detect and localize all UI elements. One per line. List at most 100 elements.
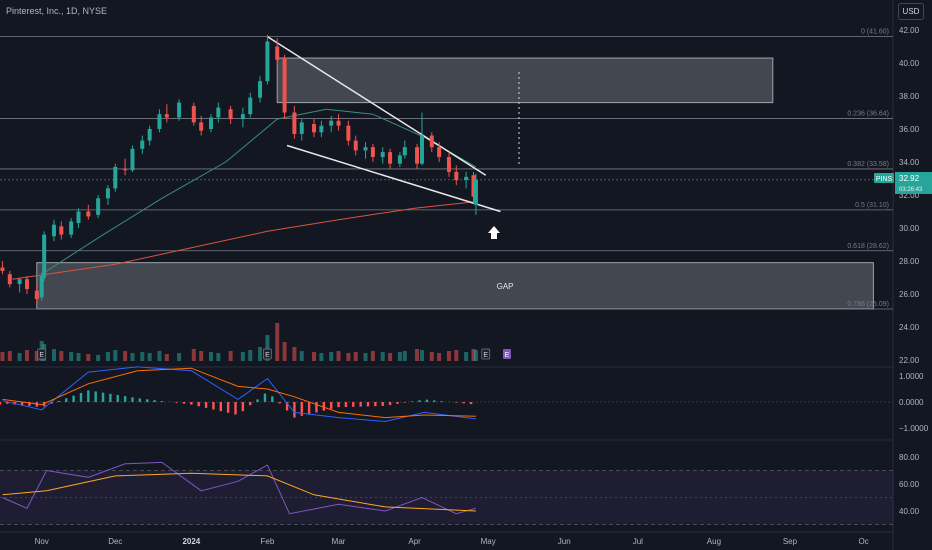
- fib-label-1: 0.236 (36.64): [847, 110, 889, 117]
- macd-histogram-bar: [219, 402, 222, 412]
- fib-label-5: 0.786 (25.09): [847, 301, 889, 308]
- price-axis-tick: 40.00: [899, 59, 920, 68]
- candle-body-13: [105, 188, 110, 199]
- volume-bar-43: [380, 352, 385, 361]
- candle-body-4: [34, 290, 39, 299]
- time-axis-tick: Sep: [783, 537, 798, 546]
- candle-body-20: [164, 114, 169, 118]
- time-axis-tick: Feb: [261, 537, 275, 546]
- time-axis-tick: Jul: [633, 537, 643, 546]
- earnings-marker-icon: [503, 349, 511, 359]
- candle-body-24: [208, 117, 213, 129]
- macd-histogram-bar: [197, 402, 200, 407]
- macd-histogram-bar: [433, 400, 436, 402]
- candle-body-18: [147, 129, 152, 141]
- volume-bar-48: [419, 350, 424, 361]
- fib-label-2: 0.382 (33.58): [847, 161, 889, 168]
- candle-body-12: [96, 198, 101, 215]
- candle-body-27: [240, 114, 245, 120]
- candle-body-7: [51, 224, 56, 237]
- macd-histogram-bar: [72, 395, 75, 402]
- zone-box-1: [36, 262, 874, 310]
- volume-bar-20: [164, 354, 169, 361]
- candle-body-54: [471, 175, 476, 197]
- macd-histogram-bar: [388, 402, 392, 406]
- macd-histogram-bar: [123, 396, 127, 402]
- macd-histogram-bar: [359, 402, 362, 407]
- macd-histogram-bar: [204, 402, 208, 408]
- macd-axis-tick: −1.0000: [899, 424, 929, 433]
- volume-bar-24: [208, 352, 213, 361]
- volume-bar-34: [299, 351, 304, 361]
- countdown-value: 03:26:43: [899, 187, 923, 193]
- candle-body-30: [265, 41, 270, 82]
- macd-axis-tick: 0.0000: [899, 398, 924, 407]
- price-axis-tick: 28.00: [899, 257, 920, 266]
- candle-body-28: [248, 97, 253, 115]
- volume-bar-55: [473, 350, 478, 361]
- macd-line-1: [2, 367, 476, 419]
- candle-body-15: [123, 168, 128, 171]
- symbol-title: Pinterest, Inc., 1D, NYSE: [6, 6, 108, 16]
- macd-histogram-bar: [94, 391, 97, 402]
- volume-bar-23: [199, 351, 204, 361]
- volume-bar-21: [177, 353, 182, 361]
- candle-body-21: [177, 102, 182, 118]
- volume-bar-46: [402, 351, 407, 361]
- macd-histogram-bar: [28, 402, 31, 406]
- volume-bar-39: [346, 353, 351, 361]
- earnings-marker-icon: [481, 348, 491, 360]
- macd-histogram-bar: [315, 402, 318, 413]
- time-axis-tick: Aug: [707, 537, 721, 546]
- volume-bar-54: [471, 349, 476, 361]
- ma-line-200: [12, 201, 476, 280]
- macd-histogram-bar: [175, 402, 178, 403]
- time-axis-tick: Dec: [108, 537, 122, 546]
- price-axis-tick: 22.00: [899, 356, 920, 365]
- candle-body-53: [464, 176, 469, 181]
- macd-histogram-bar: [79, 392, 83, 402]
- candle-body-31: [275, 46, 280, 60]
- fib-label-3: 0.5 (31.10): [855, 202, 889, 209]
- price-axis-tick: 34.00: [899, 158, 920, 167]
- macd-histogram-bar: [226, 402, 230, 413]
- macd-histogram-bar: [418, 400, 421, 402]
- candle-body-55: [473, 179, 478, 205]
- wedge-lower-line: [286, 144, 501, 213]
- volume-bar-51: [446, 351, 451, 361]
- earnings-marker-icon: [263, 348, 272, 360]
- currency-button[interactable]: USD: [898, 3, 924, 20]
- price-axis-tick: 42.00: [899, 26, 920, 35]
- candle-body-37: [329, 120, 334, 126]
- macd-histogram-bar: [190, 402, 193, 405]
- candle-body-34: [299, 122, 304, 134]
- macd-histogram-bar: [42, 402, 46, 407]
- macd-histogram-bar: [381, 402, 384, 406]
- macd-histogram-bar: [212, 402, 215, 410]
- last-price-value: 32.92: [899, 174, 920, 183]
- macd-histogram-bar: [278, 402, 281, 404]
- up-arrow-icon: [488, 226, 500, 239]
- time-axis-tick: Oc: [858, 537, 868, 546]
- volume-bar-4: [34, 351, 39, 361]
- candle-body-9: [69, 221, 74, 235]
- volume-bar-0: [0, 352, 5, 361]
- rsi-line-1: [2, 472, 476, 512]
- macd-histogram-bar: [256, 399, 259, 402]
- time-axis-tick: Nov: [35, 537, 49, 546]
- price-axis-tick: 32.00: [899, 191, 920, 200]
- volume-bar-11: [86, 354, 91, 361]
- candle-body-32: [282, 58, 287, 113]
- macd-histogram-bar: [153, 400, 156, 402]
- gap-label: GAP: [497, 282, 514, 291]
- macd-histogram-bar: [307, 402, 311, 415]
- candle-body-43: [380, 152, 385, 158]
- macd-histogram-bar: [293, 402, 296, 418]
- volume-bar-30: [265, 335, 270, 361]
- candle-body-52: [454, 171, 459, 181]
- rsi-axis-tick: 60.00: [899, 480, 920, 489]
- macd-histogram-bar: [57, 400, 61, 402]
- candle-body-51: [446, 157, 451, 172]
- macd-histogram-bar: [396, 402, 399, 404]
